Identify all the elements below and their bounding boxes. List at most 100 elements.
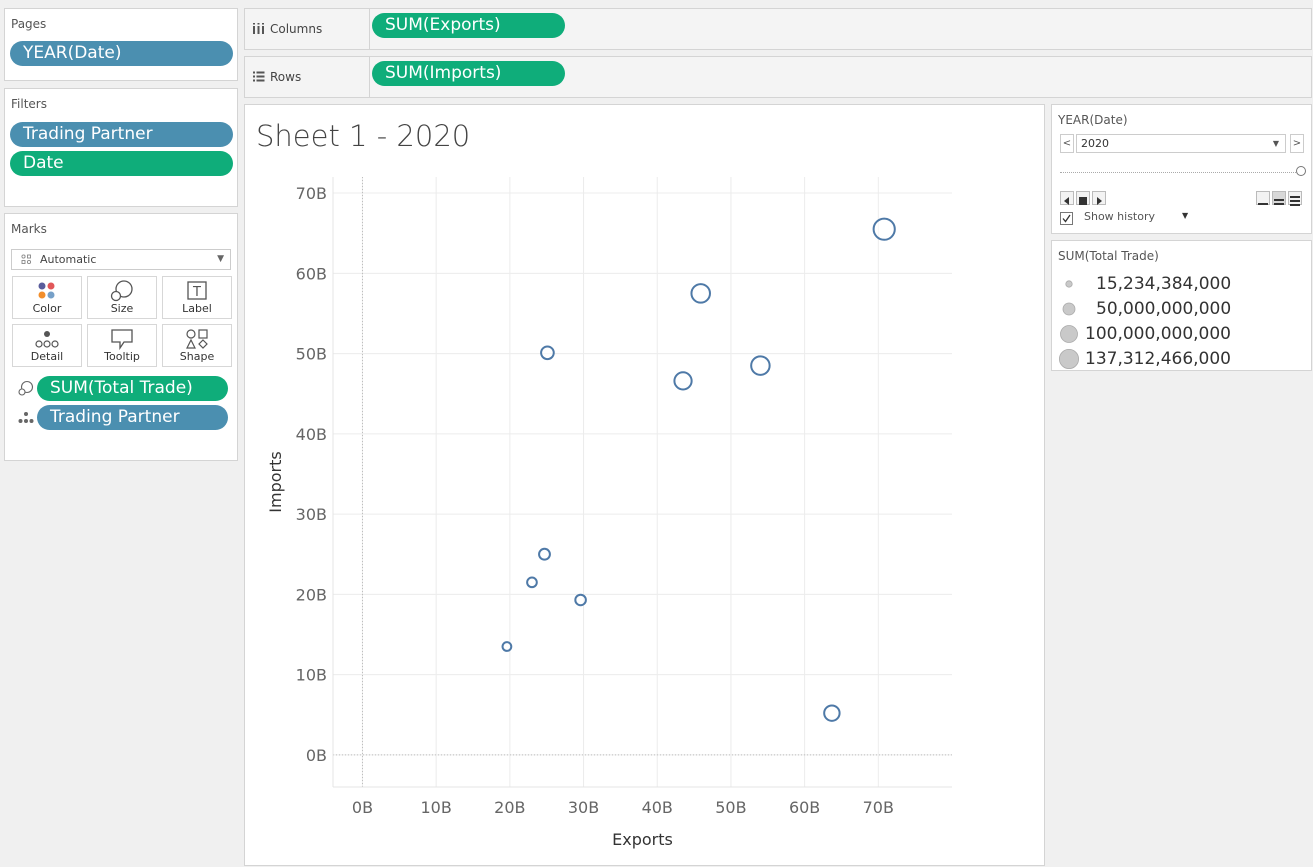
page-slider-handle[interactable] <box>1296 166 1306 176</box>
pages-pill-year-date[interactable]: YEAR(Date) <box>10 41 233 66</box>
size-legend-label: 15,234,384,000 <box>1096 274 1232 294</box>
marks-tooltip-button[interactable]: Tooltip <box>87 324 157 367</box>
marks-label-button[interactable]: T Label <box>162 276 232 319</box>
columns-label-text: Columns <box>270 22 323 36</box>
pages-card-title: Pages <box>11 17 47 31</box>
size-legend-label: 100,000,000,000 <box>1085 324 1232 344</box>
size-legend-entry[interactable]: 137,312,466,000 <box>1058 347 1308 371</box>
x-tick-label: 50B <box>715 798 746 817</box>
mark-type-dropdown[interactable]: Automatic ▼ <box>11 249 231 270</box>
filter-pill-trading-partner[interactable]: Trading Partner <box>10 122 233 147</box>
columns-pill-exports[interactable]: SUM(Exports) <box>372 13 565 38</box>
chevron-down-icon: ▼ <box>1272 139 1279 148</box>
marks-shape-button[interactable]: Shape <box>162 324 232 367</box>
scatter-point[interactable] <box>750 355 771 376</box>
x-tick-label: 70B <box>863 798 894 817</box>
rows-pill-imports[interactable]: SUM(Imports) <box>372 61 565 86</box>
y-tick-label: 60B <box>296 264 327 283</box>
svg-text:T: T <box>192 285 201 300</box>
scatter-point[interactable] <box>526 576 538 589</box>
x-tick-label: 20B <box>494 798 525 817</box>
rows-shelf: Rows SUM(Imports) <box>244 56 1312 98</box>
x-tick-label: 10B <box>420 798 451 817</box>
tooltip-icon <box>111 329 133 350</box>
sheet-view: Sheet 1 - 2020 0B 10B 20B 30B 40B 50B 60B 70B 0B… <box>244 104 1045 866</box>
marks-label-label: Label <box>182 302 212 315</box>
sheet-title: Sheet 1 - 2020 <box>256 119 471 153</box>
speed-slow-icon <box>1258 203 1268 205</box>
marks-size-label: Size <box>110 302 134 315</box>
size-legend-entry[interactable]: 100,000,000,000 <box>1058 322 1308 346</box>
show-history-checkbox[interactable] <box>1060 212 1073 225</box>
speed-fast-icon <box>1290 196 1300 206</box>
y-axis-title: Imports <box>266 451 285 512</box>
size-legend-label: 137,312,466,000 <box>1085 349 1232 369</box>
y-tick-label: 70B <box>296 184 327 203</box>
marks-color-button[interactable]: Color <box>12 276 82 319</box>
play-forward-button[interactable] <box>1092 191 1106 205</box>
scatter-point[interactable] <box>872 217 896 241</box>
filter-pill-date[interactable]: Date <box>10 151 233 176</box>
pages-card: Pages YEAR(Date) <box>4 8 238 81</box>
size-legend-label: 50,000,000,000 <box>1096 299 1232 319</box>
year-select[interactable]: 2020 ▼ <box>1076 134 1286 153</box>
page-control-card: YEAR(Date) < 2020 ▼ > Show history ▼ <box>1051 104 1312 234</box>
scatter-point[interactable] <box>538 547 551 561</box>
columns-icon <box>253 23 264 34</box>
play-forward-icon <box>1097 197 1102 205</box>
page-slider-track[interactable] <box>1060 172 1298 173</box>
x-tick-label: 40B <box>642 798 673 817</box>
encoding-pill-total-trade[interactable]: SUM(Total Trade) <box>37 376 228 401</box>
marks-size-button[interactable]: Size <box>87 276 157 319</box>
detail-icon <box>18 412 34 423</box>
filters-card-title: Filters <box>11 97 47 111</box>
speed-fast-button[interactable] <box>1288 191 1302 206</box>
x-tick-label: 30B <box>568 798 599 817</box>
color-icon <box>38 282 55 299</box>
size-icon <box>110 280 133 302</box>
size-legend-mark <box>1060 325 1078 343</box>
rows-icon <box>253 71 265 82</box>
page-control-title: YEAR(Date) <box>1058 113 1128 127</box>
marks-card-title: Marks <box>11 222 47 236</box>
speed-slow-button[interactable] <box>1256 191 1270 205</box>
speed-medium-button[interactable] <box>1272 191 1286 205</box>
size-legend-mark <box>1062 302 1076 316</box>
size-legend-mark <box>1065 280 1073 288</box>
stop-icon <box>1079 197 1087 205</box>
scatter-point[interactable] <box>574 593 587 607</box>
encoding-pill-trading-partner[interactable]: Trading Partner <box>37 405 228 430</box>
scatter-point[interactable] <box>673 371 693 391</box>
label-icon: T <box>187 281 207 300</box>
y-tick-label: 50B <box>296 345 327 364</box>
size-legend-card: SUM(Total Trade) 15,234,384,000 50,000,0… <box>1051 240 1312 371</box>
next-page-button[interactable]: > <box>1290 134 1304 153</box>
columns-shelf-label: Columns <box>245 9 370 49</box>
scatter-point[interactable] <box>540 345 555 361</box>
play-backward-button[interactable] <box>1060 191 1074 205</box>
y-tick-label: 0B <box>306 746 327 765</box>
scatter-point[interactable] <box>823 704 841 722</box>
chevron-down-icon: ▼ <box>217 254 224 264</box>
y-tick-label: 20B <box>296 585 327 604</box>
checkmark-icon <box>1062 214 1071 223</box>
size-legend-entry[interactable]: 50,000,000,000 <box>1058 297 1308 321</box>
prev-page-button[interactable]: < <box>1060 134 1074 153</box>
marks-color-label: Color <box>32 302 62 315</box>
size-legend-title: SUM(Total Trade) <box>1058 249 1159 263</box>
y-tick-label: 30B <box>296 505 327 524</box>
marks-tooltip-label: Tooltip <box>104 350 140 363</box>
size-legend-entry[interactable]: 15,234,384,000 <box>1058 272 1308 296</box>
automatic-icon <box>21 254 32 265</box>
show-history-menu-icon[interactable]: ▼ <box>1182 211 1189 220</box>
stop-button[interactable] <box>1076 191 1090 205</box>
mark-type-value: Automatic <box>40 253 97 266</box>
size-legend-mark <box>1059 349 1079 369</box>
scatter-point[interactable] <box>690 283 711 304</box>
speed-medium-icon <box>1274 199 1284 205</box>
marks-detail-button[interactable]: Detail <box>12 324 82 367</box>
marks-detail-label: Detail <box>30 350 64 363</box>
detail-icon <box>35 331 59 348</box>
rows-label-text: Rows <box>270 70 302 84</box>
scatter-point[interactable] <box>501 641 513 652</box>
